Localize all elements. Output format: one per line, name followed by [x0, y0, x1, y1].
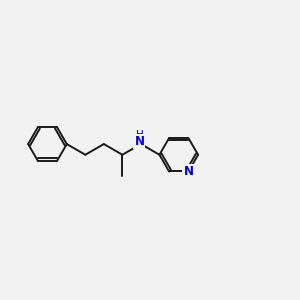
- Text: N: N: [134, 135, 144, 148]
- Text: H: H: [136, 130, 143, 140]
- Text: N: N: [183, 165, 194, 178]
